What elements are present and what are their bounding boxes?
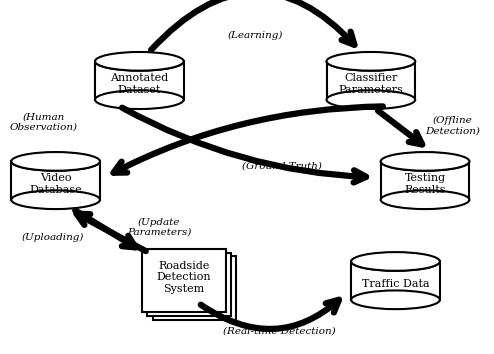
Ellipse shape (95, 90, 184, 109)
Text: Testing
Results: Testing Results (404, 173, 446, 195)
Ellipse shape (95, 52, 184, 71)
Ellipse shape (381, 152, 469, 171)
Ellipse shape (11, 152, 100, 171)
Bar (327, 61, 415, 100)
Ellipse shape (327, 90, 415, 109)
Text: (Human
Observation): (Human Observation) (9, 113, 78, 132)
Text: (Real-time Detection): (Real-time Detection) (223, 326, 336, 335)
Ellipse shape (351, 252, 440, 271)
Ellipse shape (11, 190, 100, 209)
Text: (Offline
Detection): (Offline Detection) (425, 116, 480, 135)
Text: Classifier
Parameters: Classifier Parameters (338, 73, 403, 95)
Ellipse shape (351, 291, 440, 309)
Text: (Learning): (Learning) (227, 31, 283, 40)
Bar (153, 256, 237, 320)
Text: (Uploading): (Uploading) (22, 233, 84, 242)
Bar (95, 61, 184, 100)
Ellipse shape (95, 52, 184, 71)
Text: Roadside
Detection
System: Roadside Detection System (157, 261, 211, 294)
Text: Video
Database: Video Database (29, 173, 82, 195)
Bar (142, 249, 226, 312)
Text: (Update
Parameters): (Update Parameters) (127, 217, 191, 237)
Ellipse shape (351, 252, 440, 271)
Bar (147, 253, 231, 316)
Ellipse shape (11, 152, 100, 171)
Bar (11, 161, 100, 200)
Ellipse shape (327, 52, 415, 71)
Text: Traffic Data: Traffic Data (362, 279, 429, 289)
Ellipse shape (381, 190, 469, 209)
Ellipse shape (381, 152, 469, 171)
Bar (381, 161, 469, 200)
Ellipse shape (327, 52, 415, 71)
Text: (Ground Truth): (Ground Truth) (242, 161, 322, 170)
Text: Annotated
Dataset: Annotated Dataset (110, 73, 168, 95)
Bar (351, 262, 440, 300)
